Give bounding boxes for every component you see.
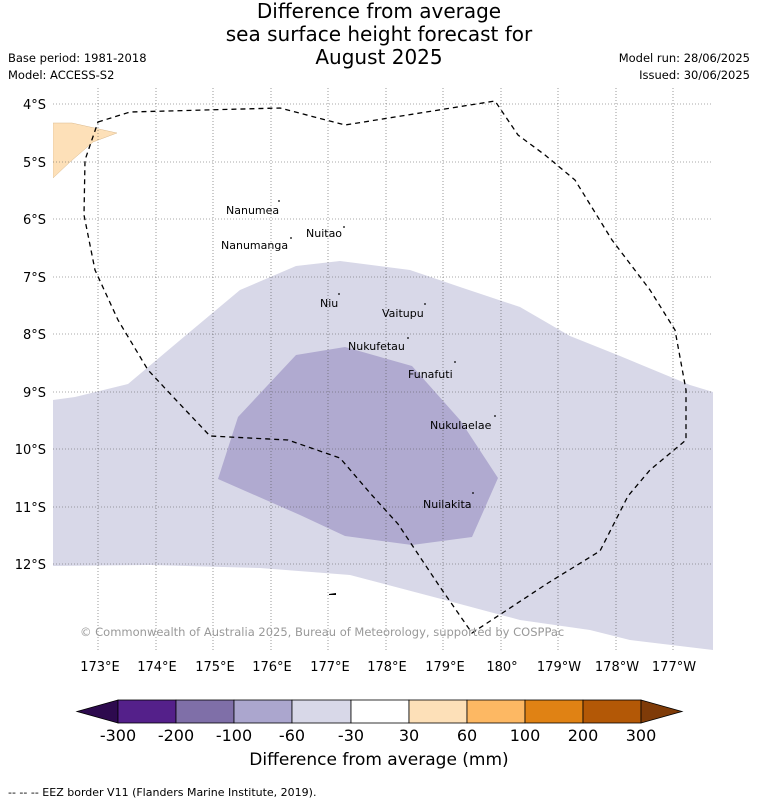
lat-label: 5°S (23, 156, 46, 171)
place-label-vaitupu: Vaitupu (382, 307, 424, 320)
latitude-labels: 4°S 5°S 6°S 7°S 8°S 9°S 10°S 11°S 12°S (15, 98, 46, 573)
lon-label: 178°W (595, 660, 639, 675)
place-label-nuilakita: Nuilakita (423, 498, 472, 511)
lon-label: 177°E (310, 660, 350, 675)
colorbar-tick-label: 200 (567, 726, 599, 745)
lat-label: 10°S (15, 443, 46, 458)
colorbar-segment (233, 699, 293, 724)
lon-label: 179°E (425, 660, 465, 675)
colorbar-tick-label: -100 (215, 726, 253, 745)
place-label-nuitao: Nuitao (306, 227, 342, 240)
colorbar-arrow-left (75, 699, 119, 724)
model-name: Model: ACCESS-S2 (8, 68, 115, 82)
colorbar-segment (408, 699, 468, 724)
colorbar-tick-label: 100 (509, 726, 541, 745)
colorbar-segment (582, 699, 642, 724)
lon-label: 180° (486, 660, 517, 675)
colorbar-tick-label: -300 (99, 726, 137, 745)
meta-left: Base period: 1981-2018 Model: ACCESS-S2 (8, 50, 147, 84)
title-line-1: Difference from average (256, 0, 502, 23)
lat-label: 4°S (23, 98, 46, 113)
colorbar-tick-label: -30 (337, 726, 365, 745)
colorbar-tick-label: 30 (398, 726, 420, 745)
colorbar-arrow-right (640, 699, 684, 724)
eez-border (83, 100, 687, 634)
copyright-notice: © Commonwealth of Australia 2025, Bureau… (80, 625, 564, 639)
place-labels: Nanumea Nuitao Nanumanga Niu Vaitupu Nuk… (221, 204, 492, 511)
lon-label: 178°E (367, 660, 407, 675)
anomaly-region-positive (53, 122, 118, 179)
lat-label: 7°S (23, 271, 46, 286)
colorbar-title: Difference from average (mm) (249, 750, 509, 770)
anomaly-region-medium (218, 347, 498, 545)
map-title: Difference from average sea surface heig… (0, 0, 758, 69)
lat-label: 11°S (15, 501, 46, 516)
longitude-labels: 173°E 174°E 175°E 176°E 177°E 178°E 179°… (80, 660, 696, 675)
issued-date: Issued: 30/06/2025 (639, 68, 750, 82)
place-label-nanumanga: Nanumanga (221, 239, 288, 252)
gridlines (53, 88, 713, 650)
place-label-nanumea: Nanumea (226, 204, 279, 217)
lat-label: 6°S (23, 213, 46, 228)
lat-label: 12°S (15, 558, 46, 573)
title-line-3: August 2025 (315, 45, 443, 69)
colorbar-tick-label: 60 (456, 726, 478, 745)
model-run: Model run: 28/06/2025 (618, 51, 750, 65)
lon-label: 174°E (137, 660, 177, 675)
lat-label: 9°S (23, 386, 46, 401)
colorbar-tick-label: -200 (157, 726, 195, 745)
colorbar-segment (466, 699, 526, 724)
colorbar-segment (524, 699, 584, 724)
lon-label: 175°E (195, 660, 235, 675)
colorbar-segment (291, 699, 352, 724)
colorbar (75, 699, 684, 724)
place-label-funafuti: Funafuti (408, 368, 453, 381)
islet-mark (329, 593, 336, 595)
meta-right: Model run: 28/06/2025 Issued: 30/06/2025 (619, 50, 750, 84)
place-label-nukulaelae: Nukulaelae (430, 419, 492, 432)
lon-label: 173°E (80, 660, 120, 675)
base-period: Base period: 1981-2018 (8, 51, 147, 65)
lon-label: 177°W (652, 660, 696, 675)
colorbar-segment (117, 699, 177, 724)
place-label-nukufetau: Nukufetau (348, 340, 405, 353)
lon-label: 179°W (537, 660, 581, 675)
colorbar-segment (175, 699, 235, 724)
place-label-niu: Niu (320, 297, 338, 310)
colorbar-tick-label: -60 (278, 726, 306, 745)
title-line-2: sea surface height forecast for (225, 22, 533, 46)
map-area: Nanumea Nuitao Nanumanga Niu Vaitupu Nuk… (53, 88, 713, 650)
colorbar-segment (350, 699, 410, 724)
island-markers (278, 200, 496, 494)
lon-label: 176°E (252, 660, 292, 675)
colorbar-tick-label: 300 (625, 726, 657, 745)
eez-footnote: -- -- -- EEZ border V11 (Flanders Marine… (8, 786, 317, 799)
lat-label: 8°S (23, 328, 46, 343)
